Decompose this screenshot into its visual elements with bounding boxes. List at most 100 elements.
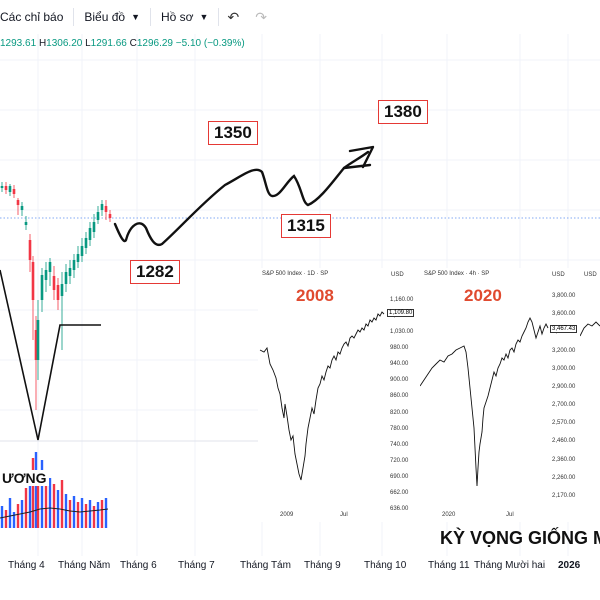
candle-body (88, 228, 92, 240)
volume-bar (48, 478, 52, 528)
volume-bars (0, 452, 108, 528)
inset-tick-label: 2,700.00 (552, 402, 576, 409)
time-label: Tháng Tám (240, 560, 291, 571)
volume-bar (24, 488, 28, 528)
volume-bar (84, 504, 88, 528)
candle-body (108, 214, 112, 218)
candle-body (92, 222, 96, 232)
indicators-label: Các chỉ báo (0, 10, 64, 24)
volume-bar (40, 460, 44, 528)
inset-2020-currency: USD (552, 272, 565, 278)
volume-bar (12, 512, 16, 528)
projection-arrow-tail (342, 163, 372, 170)
candle-body (52, 276, 56, 290)
arrowhead-icon (348, 145, 375, 169)
candle-body (24, 222, 28, 225)
ohlc-close-key: C (129, 38, 137, 49)
inset-tick-label: 1,030.00 (390, 329, 414, 336)
inset-tick-label: 3,600.00 (552, 311, 576, 318)
inset-tick-label: 636.00 (390, 506, 409, 512)
inset-2008-currency: USD (391, 272, 404, 278)
redo-icon[interactable]: ↷ (255, 8, 267, 25)
toolbar-divider (73, 8, 75, 26)
ohlc-low: 1291.66 (90, 38, 127, 49)
inset-2008: S&P 500 Index · 1D · SP USD 2008 1,160.0… (258, 268, 418, 522)
candle-body (100, 204, 104, 210)
inset-tick-label: 720.00 (390, 457, 409, 464)
candle-body (40, 275, 44, 300)
comparison-panel (258, 268, 600, 522)
volume-bar (28, 470, 32, 528)
candle-body (12, 189, 16, 194)
time-label: Tháng 6 (120, 560, 157, 571)
candle-body (76, 254, 80, 262)
candle-body (34, 330, 38, 360)
volume-bar (31, 458, 35, 528)
inset-tick-label: 662.00 (390, 489, 409, 496)
inset-tick-label: 2,170.00 (552, 493, 576, 499)
inset-2020-header: S&P 500 Index · 4h · SP (424, 271, 490, 277)
undo-icon[interactable]: ↶ (227, 8, 240, 25)
volume-bar (76, 502, 80, 528)
toolbar-divider (218, 8, 220, 26)
time-label: Tháng 7 (178, 560, 215, 571)
time-label: Tháng Năm (58, 560, 111, 571)
volume-bar (52, 484, 56, 528)
target-1315: 1315 (281, 214, 331, 238)
inset-2008-line (259, 311, 385, 481)
candle-body (16, 200, 20, 205)
inset-2020-year: 2020 (464, 286, 502, 305)
volume-bar (104, 498, 108, 528)
volume-bar (80, 498, 84, 528)
volume-bar (4, 510, 8, 528)
inset-tick-label: 3,200.00 (552, 347, 576, 354)
chart-type-label: Biểu đồ (84, 10, 126, 24)
candle-body (4, 186, 8, 190)
time-label: 2026 (558, 560, 581, 571)
time-label: Tháng Mười hai (474, 560, 546, 571)
inset-2020: S&P 500 Index · 4h · SP USD 2020 3,800.0… (420, 268, 580, 522)
inset-3: USD (580, 268, 600, 522)
v-drawing (0, 269, 101, 441)
volume-bar (44, 474, 48, 528)
toolbar-divider (150, 8, 151, 26)
inset-2020-line (420, 316, 549, 487)
inset-tick-label: 1,160.00 (390, 297, 414, 303)
inset-tick-label: 2,570.00 (552, 420, 576, 427)
candle-body (96, 212, 100, 220)
inset-2020-x-jul: Jul (506, 512, 514, 518)
profile-label: Hồ sơ (161, 10, 194, 24)
volume-bar (100, 500, 104, 528)
volume-bar (16, 504, 20, 528)
candle-body (20, 206, 24, 210)
candle-body (64, 272, 68, 284)
target-1350: 1350 (208, 121, 258, 145)
time-label: Tháng 11 (428, 560, 470, 571)
candle-body (84, 238, 88, 248)
indicators-button[interactable]: Các chỉ báo (0, 0, 73, 34)
inset-2008-x-jul: Jul (340, 512, 348, 518)
ohlc-high-key: H (38, 38, 47, 49)
chevron-down-icon: ▼ (131, 12, 140, 22)
time-axis[interactable]: Tháng 4 Tháng Năm Tháng 6 Tháng 7 Tháng … (0, 556, 600, 578)
inset-2008-header: S&P 500 Index · 1D · SP (262, 271, 329, 277)
volume-bar (36, 470, 40, 528)
inset-3-currency: USD (584, 272, 597, 278)
inset-2008-x-2009: 2009 (280, 512, 294, 518)
volume-bar (72, 496, 76, 528)
candle-body (28, 240, 32, 260)
candle-body (36, 320, 40, 360)
ohlc-high: 1306.20 (46, 38, 83, 49)
target-1380: 1380 (378, 100, 428, 124)
inset-tick-label: 860.00 (390, 393, 409, 400)
inset-tick-label: 940.00 (390, 361, 409, 368)
time-label: Tháng 4 (8, 560, 45, 571)
profile-button[interactable]: Hồ sơ ▼ (151, 0, 218, 34)
candle-body (80, 246, 84, 256)
candle-body (72, 260, 76, 270)
candle-body (48, 262, 52, 272)
chart-type-button[interactable]: Biểu đồ ▼ (74, 0, 150, 34)
inset-tick-label: 2,260.00 (552, 474, 576, 481)
candles (0, 182, 112, 410)
